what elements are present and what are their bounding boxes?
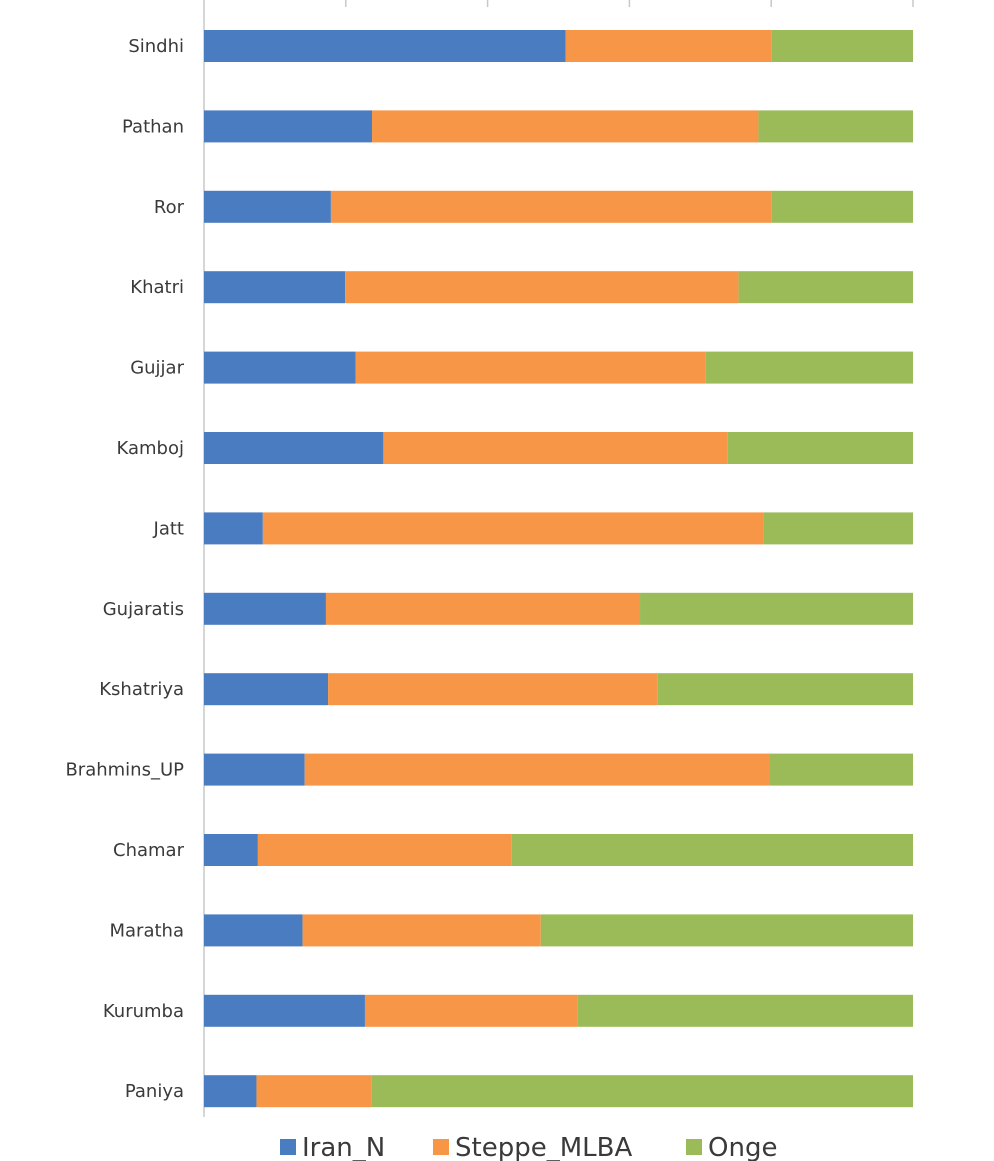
bar-chamar-onge	[511, 834, 913, 866]
bar-sindhi-onge	[771, 30, 913, 62]
bar-gujaratis-steppe-mlba	[325, 592, 641, 625]
bar-gujjar-steppe-mlba	[355, 351, 706, 384]
bar-kurumba-iran-n	[204, 994, 365, 1027]
category-label: Jatt	[153, 518, 184, 539]
bar-pathan-iran-n	[204, 110, 373, 143]
bar-gujaratis-onge	[640, 592, 913, 625]
category-label: Kshatriya	[99, 679, 184, 700]
bar-kamboj-iran-n	[204, 432, 384, 464]
category-label: Paniya	[125, 1081, 184, 1102]
bar-gujjar-iran-n	[204, 351, 356, 384]
bar-paniya-onge	[371, 1075, 914, 1108]
bar-khatri-steppe-mlba	[345, 271, 739, 304]
category-label: Chamar	[113, 840, 185, 861]
bar-jatt-onge	[763, 512, 913, 545]
legend-swatch-steppe-mlba	[433, 1139, 449, 1155]
bar-maratha-iran-n	[204, 914, 303, 947]
bar-maratha-steppe-mlba	[302, 914, 541, 947]
legend-label: Steppe_MLBA	[455, 1133, 632, 1161]
legend-swatch-onge	[686, 1139, 702, 1155]
bar-brahmins-up-iran-n	[204, 753, 305, 786]
bar-kshatriya-iran-n	[204, 673, 329, 706]
bar-gujjar-onge	[705, 351, 913, 384]
bar-khatri-onge	[738, 271, 913, 304]
bar-sindhi-steppe-mlba	[565, 30, 772, 62]
bar-maratha-onge	[540, 914, 913, 947]
bar-kshatriya-onge	[657, 673, 913, 706]
category-label: Brahmins_UP	[65, 760, 184, 781]
category-label: Pathan	[122, 116, 184, 137]
bar-gujaratis-iran-n	[204, 592, 326, 625]
category-label: Khatri	[130, 277, 184, 298]
bar-kurumba-onge	[577, 994, 913, 1027]
bars-layer	[204, 30, 914, 1108]
bar-pathan-steppe-mlba	[372, 110, 759, 143]
category-labels: Sindhi Pathan Ror Khatri Gujjar Kamboj Jatt Guj…	[65, 36, 184, 1102]
category-label: Kamboj	[117, 438, 185, 459]
bar-kamboj-onge	[727, 432, 913, 464]
bar-kshatriya-steppe-mlba	[328, 673, 658, 706]
legend: Iran_N Steppe_MLBA Onge	[280, 1133, 777, 1161]
category-label: Kurumba	[103, 1001, 184, 1022]
category-label: Maratha	[110, 920, 185, 941]
bar-paniya-iran-n	[204, 1075, 257, 1108]
legend-swatch-iran-n	[280, 1139, 296, 1155]
bar-brahmins-up-onge	[769, 753, 913, 786]
category-label: Ror	[154, 197, 185, 218]
bar-ror-iran-n	[204, 190, 331, 223]
bar-jatt-steppe-mlba	[262, 512, 764, 545]
bar-sindhi-iran-n	[204, 30, 566, 62]
bar-brahmins-up-steppe-mlba	[304, 753, 770, 786]
legend-label: Iran_N	[302, 1133, 385, 1161]
bar-ror-steppe-mlba	[330, 190, 772, 223]
axis-layer	[203, 0, 914, 1117]
bar-khatri-iran-n	[204, 271, 346, 304]
bar-chamar-iran-n	[204, 834, 258, 866]
bar-chamar-steppe-mlba	[257, 834, 512, 866]
category-label: Sindhi	[128, 36, 184, 57]
category-label: Gujaratis	[103, 599, 184, 620]
bar-jatt-iran-n	[204, 512, 263, 545]
bar-pathan-onge	[758, 110, 913, 143]
bar-kamboj-steppe-mlba	[383, 432, 728, 464]
category-label: Gujjar	[130, 358, 184, 379]
bar-kurumba-steppe-mlba	[364, 994, 578, 1027]
bar-ror-onge	[771, 190, 913, 223]
legend-label: Onge	[708, 1133, 777, 1161]
bar-paniya-steppe-mlba	[256, 1075, 372, 1108]
